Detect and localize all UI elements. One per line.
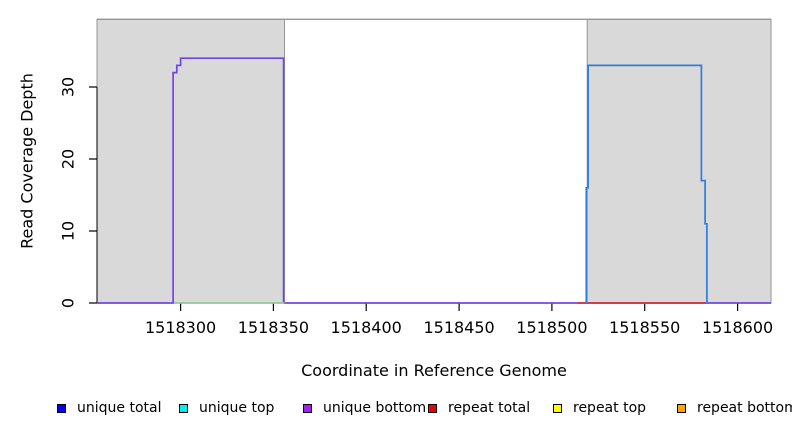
series-unique-coverage-left — [97, 57, 771, 304]
legend-swatch-icon — [553, 403, 562, 413]
x-tick-label: 1518350 — [237, 318, 310, 337]
legend-swatch-icon — [179, 403, 188, 413]
y-axis-title: Read Coverage Depth — [17, 73, 37, 249]
legend-item-repeat-bottom: repeat bottom — [677, 400, 792, 416]
legend-label: repeat top — [573, 400, 647, 416]
y-tick-label: 30 — [58, 76, 78, 98]
legend-label: unique total — [77, 400, 162, 416]
legend-item-repeat-top: repeat top — [553, 400, 646, 416]
legend-label: unique bottom — [323, 400, 427, 416]
legend-item-unique-total: unique total — [57, 400, 161, 416]
y-tick-label: 10 — [58, 220, 78, 242]
legend-swatch-icon — [57, 403, 66, 413]
legend-swatch-icon — [303, 403, 312, 413]
x-tick-label: 1518600 — [701, 318, 774, 337]
legend-label: repeat total — [448, 400, 531, 416]
legend-label: unique top — [199, 400, 275, 416]
legend-item-unique-top: unique top — [179, 400, 274, 416]
shaded-region-right — [586, 18, 772, 304]
x-tick-label: 1518550 — [609, 318, 681, 337]
legend-label: repeat bottom — [697, 400, 792, 416]
shaded-region-left — [96, 18, 285, 304]
legend-swatch-icon — [428, 403, 437, 413]
series-unique-coverage-right — [585, 64, 708, 303]
x-tick-label: 1518400 — [330, 318, 402, 337]
x-axis-title: Coordinate in Reference Genome — [301, 361, 567, 380]
y-tick-label: 20 — [58, 148, 78, 170]
y-tick-label: 0 — [58, 297, 78, 309]
legend-item-repeat-total: repeat total — [428, 400, 530, 416]
x-tick-label: 1518450 — [423, 318, 495, 337]
legend-item-unique-bottom: unique bottom — [303, 400, 426, 416]
x-tick-label: 1518300 — [144, 318, 217, 337]
x-tick-label: 1518500 — [516, 318, 588, 337]
legend-swatch-icon — [677, 403, 686, 413]
